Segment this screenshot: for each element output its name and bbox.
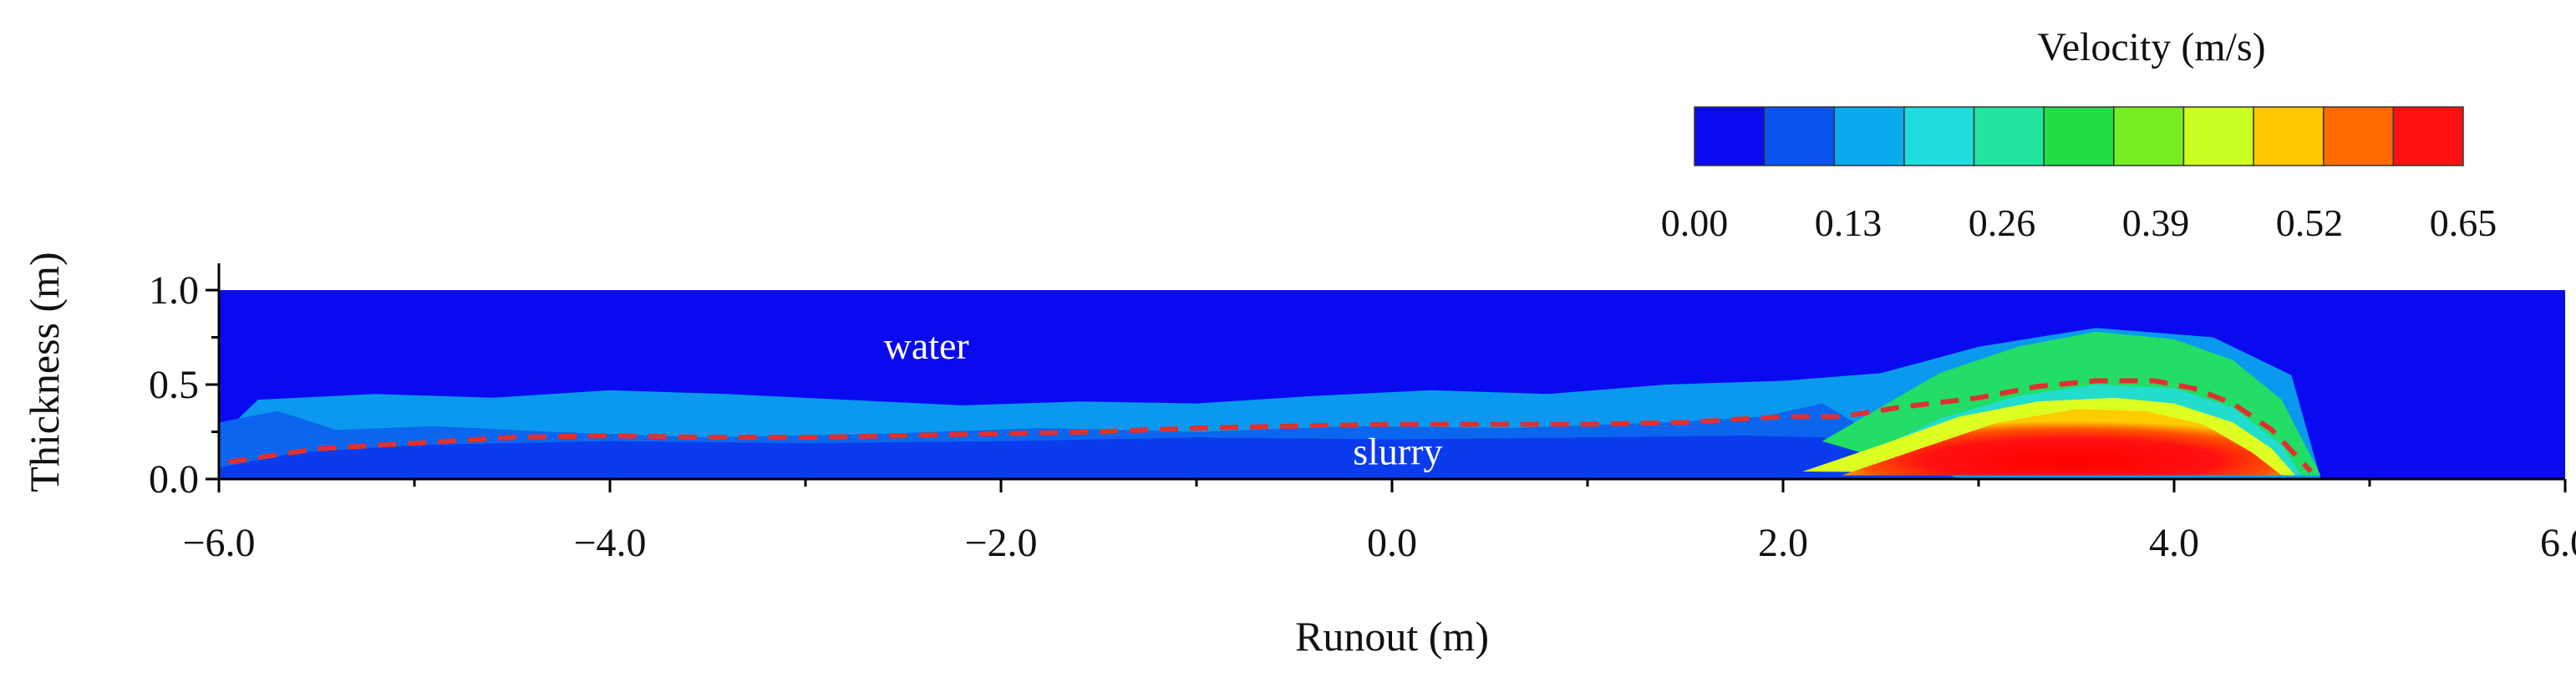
colorbar-title: Velocity (m/s): [2037, 25, 2265, 69]
x-axis-ticks: −6.0 −4.0 −2.0 0.0 2.0 4.0 6.0: [182, 479, 2576, 565]
colorbar-cell: [2392, 106, 2464, 166]
colorbar-tick-labels: 0.00 0.13 0.26 0.39 0.52 0.65: [1661, 201, 2497, 244]
colorbar-cell: [2113, 106, 2185, 166]
colorbar-cell: [2043, 106, 2115, 166]
colorbar: Velocity (m/s) 0.00 0.13 0.26 0.39 0.52 0.65: [1661, 25, 2497, 244]
y-axis-ticks: 0.0 0.5 1.0: [149, 268, 219, 502]
x-tick-label: 4.0: [2149, 521, 2199, 565]
colorbar-tick-label: 0.39: [2122, 201, 2190, 244]
y-axis-label: Thickness (m): [21, 252, 68, 492]
colorbar-cell: [1973, 106, 2045, 166]
x-tick-label: 2.0: [1758, 521, 1808, 565]
x-tick-label: −4.0: [573, 521, 646, 565]
colorbar-tick-label: 0.26: [1969, 201, 2036, 244]
colorbar-cell: [2253, 106, 2324, 166]
colorbar-tick-label: 0.52: [2276, 201, 2344, 244]
colorbar-tick-label: 0.00: [1661, 201, 1729, 244]
colorbar-cell: [2322, 106, 2395, 166]
water-label: water: [884, 324, 969, 367]
slurry-label: slurry: [1353, 430, 1442, 472]
y-tick-label: 0.5: [149, 363, 199, 407]
colorbar-cell: [1903, 106, 1975, 166]
x-tick-label: −2.0: [964, 521, 1037, 565]
colorbar-tick-label: 0.13: [1815, 201, 1882, 244]
y-tick-label: 0.0: [149, 457, 199, 502]
colorbar-cell: [2182, 106, 2254, 166]
x-axis-label: Runout (m): [1295, 613, 1489, 660]
contour-plot: −6.0 −4.0 −2.0 0.0 2.0 4.0 6.0 0.0 0.5 1.0 water…: [149, 263, 2576, 565]
y-tick-label: 1.0: [149, 268, 199, 313]
colorbar-cells: [1694, 106, 2464, 166]
x-tick-label: 6.0: [2540, 521, 2576, 565]
colorbar-cell: [1833, 106, 1905, 166]
x-tick-label: 0.0: [1367, 521, 1417, 565]
head-core-region: [1842, 409, 2282, 476]
colorbar-tick-label: 0.65: [2430, 201, 2497, 244]
flow-front-dashed-line: [228, 378, 2313, 474]
x-tick-label: −6.0: [182, 521, 255, 565]
colorbar-cell: [1763, 106, 1836, 166]
colorbar-cell: [1694, 106, 1766, 166]
slurry-body-region: [219, 436, 1959, 479]
